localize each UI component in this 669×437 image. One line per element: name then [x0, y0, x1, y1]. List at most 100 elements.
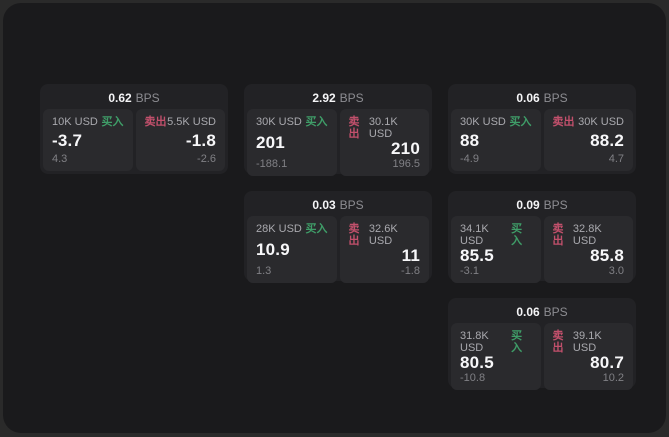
quote-card: 0.09 BPS 34.1K USD 买入 85.5 -3.1 卖出 32.8K…	[448, 191, 636, 283]
buy-price: 88	[460, 130, 480, 150]
sell-price: 210	[391, 139, 420, 158]
buy-amount: 28K USD	[256, 223, 302, 235]
bps-unit: BPS	[339, 198, 364, 212]
sell-panel[interactable]: 卖出 5.5K USD -1.8 -2.6	[135, 109, 225, 171]
tiles-row: 10K USD 买入 -3.7 4.3 卖出 5.5K USD -1.8 -2.…	[43, 109, 225, 171]
card-header: 0.06 BPS	[451, 87, 633, 109]
buy-side-label: 买入	[101, 116, 124, 128]
sell-change: 10.2	[602, 372, 624, 384]
bps-value: 0.06	[516, 91, 540, 105]
sell-change: -1.8	[401, 265, 420, 277]
sell-top-row: 卖出 39.1K USD	[553, 330, 625, 354]
sell-amount: 39.1K USD	[572, 330, 602, 354]
buy-top-row: 10K USD 买入	[52, 116, 124, 128]
quote-card: 0.03 BPS 28K USD 买入 10.9 1.3 卖出 32.6K US…	[244, 191, 432, 283]
sell-change: 196.5	[392, 158, 420, 170]
buy-top-row: 30K USD 买入	[460, 116, 532, 128]
bps-unit: BPS	[135, 91, 160, 105]
card-header: 0.62 BPS	[43, 87, 225, 109]
buy-change: -4.9	[460, 153, 479, 165]
bps-unit: BPS	[339, 91, 364, 105]
sell-amount: 32.6K USD	[368, 223, 398, 247]
quote-card: 0.06 BPS 31.8K USD 买入 80.5 -10.8 卖出 39.1…	[448, 298, 636, 390]
buy-price: 85.5	[460, 246, 494, 265]
bps-unit: BPS	[543, 198, 568, 212]
sell-change: 3.0	[608, 265, 624, 277]
sell-side-label: 卖出	[552, 223, 564, 247]
tiles-row: 31.8K USD 买入 80.5 -10.8 卖出 39.1K USD 80.…	[451, 323, 633, 390]
buy-top-row: 30K USD 买入	[256, 116, 328, 128]
buy-change: 4.3	[52, 153, 68, 165]
bps-value: 0.03	[312, 198, 336, 212]
sell-panel[interactable]: 卖出 30.1K USD 210 196.5	[339, 109, 429, 176]
sell-panel[interactable]: 卖出 30K USD 88.2 4.7	[543, 109, 633, 171]
sell-top-row: 卖出 5.5K USD	[145, 116, 217, 128]
sell-price: 80.7	[590, 353, 624, 372]
sell-side-label: 卖出	[348, 116, 360, 140]
sell-change: -2.6	[197, 153, 216, 165]
sell-side-label: 卖出	[552, 116, 575, 128]
buy-amount: 30K USD	[460, 116, 506, 128]
sell-side-label: 卖出	[348, 223, 360, 247]
tiles-row: 34.1K USD 买入 85.5 -3.1 卖出 32.8K USD 85.8…	[451, 216, 633, 283]
sell-amount: 5.5K USD	[167, 116, 216, 128]
buy-price: -3.7	[52, 130, 83, 150]
buy-panel[interactable]: 31.8K USD 买入 80.5 -10.8	[451, 323, 541, 390]
buy-side-label: 买入	[305, 116, 328, 128]
sell-side-label: 卖出	[144, 116, 167, 128]
card-header: 2.92 BPS	[247, 87, 429, 109]
buy-panel[interactable]: 10K USD 买入 -3.7 4.3	[43, 109, 133, 171]
buy-panel[interactable]: 30K USD 买入 201 -188.1	[247, 109, 337, 176]
buy-panel[interactable]: 34.1K USD 买入 85.5 -3.1	[451, 216, 541, 283]
sell-price: 85.8	[590, 246, 624, 265]
buy-amount: 30K USD	[256, 116, 302, 128]
sell-amount: 30K USD	[578, 116, 624, 128]
bps-value: 2.92	[312, 91, 336, 105]
buy-side-label: 买入	[511, 223, 523, 247]
card-header: 0.09 BPS	[451, 194, 633, 216]
sell-top-row: 卖出 30K USD	[553, 116, 625, 128]
buy-amount: 31.8K USD	[460, 330, 489, 354]
buy-amount: 10K USD	[52, 116, 98, 128]
bps-unit: BPS	[543, 305, 568, 319]
buy-change: -188.1	[256, 158, 288, 170]
buy-price: 80.5	[460, 353, 494, 372]
main-panel: 0.62 BPS 10K USD 买入 -3.7 4.3 卖出 5.5K USD	[3, 3, 666, 433]
card-header: 0.03 BPS	[247, 194, 429, 216]
buy-side-label: 买入	[305, 223, 328, 235]
quote-card: 2.92 BPS 30K USD 买入 201 -188.1 卖出 30.1K …	[244, 84, 432, 176]
bps-unit: BPS	[543, 91, 568, 105]
buy-amount: 34.1K USD	[460, 223, 489, 247]
tiles-row: 30K USD 买入 201 -188.1 卖出 30.1K USD 210 1…	[247, 109, 429, 176]
buy-change: -3.1	[460, 265, 479, 277]
bps-value: 0.62	[108, 91, 132, 105]
sell-top-row: 卖出 32.8K USD	[553, 223, 625, 247]
sell-panel[interactable]: 卖出 39.1K USD 80.7 10.2	[543, 323, 633, 390]
buy-change: -10.8	[460, 372, 486, 384]
quote-card: 0.06 BPS 30K USD 买入 88 -4.9 卖出 30K USD	[448, 84, 636, 174]
tiles-row: 30K USD 买入 88 -4.9 卖出 30K USD 88.2 4.7	[451, 109, 633, 171]
bps-value: 0.06	[516, 305, 540, 319]
buy-side-label: 买入	[509, 116, 532, 128]
buy-top-row: 31.8K USD 买入	[460, 330, 532, 354]
sell-panel[interactable]: 卖出 32.6K USD 11 -1.8	[339, 216, 429, 283]
sell-top-row: 卖出 30.1K USD	[349, 116, 421, 140]
card-header: 0.06 BPS	[451, 301, 633, 323]
sell-amount: 32.8K USD	[572, 223, 602, 247]
sell-amount: 30.1K USD	[368, 116, 398, 140]
buy-top-row: 34.1K USD 买入	[460, 223, 532, 247]
sell-price: 11	[401, 246, 420, 265]
buy-top-row: 28K USD 买入	[256, 223, 328, 235]
quote-grid: 0.62 BPS 10K USD 买入 -3.7 4.3 卖出 5.5K USD	[40, 84, 636, 390]
sell-panel[interactable]: 卖出 32.8K USD 85.8 3.0	[543, 216, 633, 283]
sell-side-label: 卖出	[552, 330, 564, 354]
sell-top-row: 卖出 32.6K USD	[349, 223, 421, 247]
buy-panel[interactable]: 30K USD 买入 88 -4.9	[451, 109, 541, 171]
buy-panel[interactable]: 28K USD 买入 10.9 1.3	[247, 216, 337, 283]
buy-price: 10.9	[256, 240, 290, 259]
sell-change: 4.7	[608, 153, 624, 165]
buy-price: 201	[256, 133, 285, 152]
tiles-row: 28K USD 买入 10.9 1.3 卖出 32.6K USD 11 -1.8	[247, 216, 429, 283]
bps-value: 0.09	[516, 198, 540, 212]
sell-price: 88.2	[590, 130, 624, 150]
